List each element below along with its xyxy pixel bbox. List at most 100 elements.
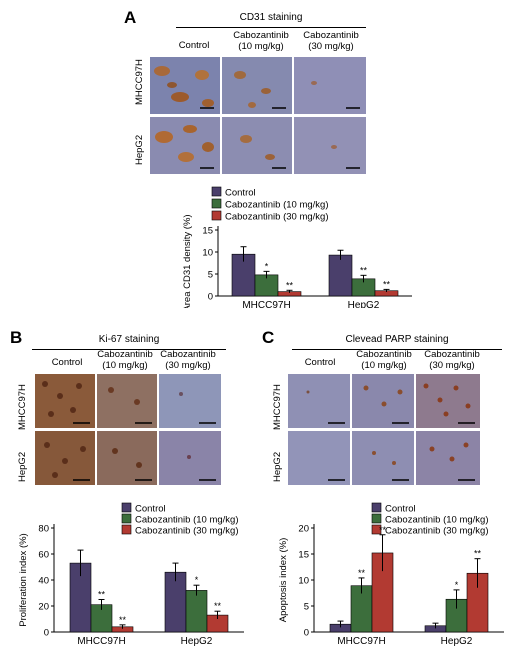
legend-label-b-0: Control (135, 504, 166, 515)
panel-c-staining-title: Clevead PARP staining (345, 334, 449, 345)
panel-a-title-rule (176, 27, 366, 28)
legend-swatch-b-2 (121, 524, 132, 535)
legend-label-c-0: Control (385, 504, 416, 515)
micrograph-c-hepg2-control (288, 431, 350, 485)
micrograph-b-hepg2-cabo10 (97, 431, 157, 485)
sig-mark-b-0-1: ** (98, 590, 106, 600)
x-tick-label-c-0: MHCC97H (337, 636, 385, 647)
legend-label-b-2: Cabozantinib (30 mg/kg) (135, 526, 239, 537)
sig-mark-c-0-2: ** (379, 525, 387, 535)
panel-c-row-label-mhcc97h: MHCC97H (272, 384, 283, 430)
micrograph-c-mhcc97h-control (288, 374, 350, 428)
legend-label-a-2: Cabozantinib (30 mg/kg) (225, 212, 329, 223)
panel-c-col-label-control: Control (304, 357, 336, 368)
micrograph-b-hepg2-control (35, 431, 95, 485)
panel-c-title-rule (292, 349, 502, 350)
y-tick-label-b-2: 40 (38, 576, 49, 587)
micrograph-a-mhcc97h-cabo30 (294, 57, 366, 114)
y-tick-label-a-3: 15 (202, 226, 213, 237)
legend-swatch-c-1 (371, 513, 382, 524)
micrograph-b-mhcc97h-cabo10 (97, 374, 157, 428)
micrograph-c-hepg2-cabo30 (416, 431, 480, 485)
x-tick-label-a-1: HepG2 (348, 300, 380, 308)
x-tick-label-b-1: HepG2 (181, 636, 213, 647)
micrograph-c-hepg2-cabo10 (352, 431, 414, 485)
panel-c-col-label-cabo30: Cabozantinib (30 mg/kg) (424, 349, 480, 371)
panel-a-row-label-hepg2: HepG2 (134, 134, 145, 165)
panel-b-row-label-hepg2: HepG2 (17, 451, 28, 482)
y-tick-label-c-4: 20 (298, 524, 309, 535)
panel-c-row-label-hepg2: HepG2 (272, 451, 283, 482)
legend-label-a-1: Cabozantinib (10 mg/kg) (225, 200, 329, 211)
legend-label-c-1: Cabozantinib (10 mg/kg) (385, 515, 489, 526)
sig-mark-a-1-2: ** (383, 279, 391, 289)
micrograph-c-mhcc97h-cabo10 (352, 374, 414, 428)
micrograph-a-mhcc97h-cabo10 (222, 57, 292, 114)
y-tick-label-c-3: 15 (298, 550, 309, 561)
y-tick-label-b-0: 0 (44, 628, 49, 639)
y-axis-label-a: Area CD31 density (%) (182, 214, 193, 308)
micrograph-a-hepg2-control (150, 117, 220, 174)
y-tick-label-c-2: 10 (298, 576, 309, 587)
y-tick-label-a-0: 0 (208, 292, 213, 303)
sig-mark-b-1-2: ** (214, 601, 222, 611)
legend-label-a-0: Control (225, 188, 256, 199)
legend-swatch-a-2 (211, 210, 222, 221)
sig-mark-c-1-1: * (455, 580, 459, 590)
legend-label-c-2: Cabozantinib (30 mg/kg) (385, 526, 489, 537)
y-tick-label-b-1: 20 (38, 602, 49, 613)
micrograph-b-mhcc97h-control (35, 374, 95, 428)
panel-a-staining-title: CD31 staining (239, 12, 303, 23)
legend-swatch-b-1 (121, 513, 132, 524)
y-tick-label-c-0: 0 (304, 628, 309, 639)
micrograph-b-hepg2-cabo30 (159, 431, 221, 485)
panel-c-letter: C (262, 328, 275, 347)
panel-a-col-label-cabo30: Cabozantinib (30 mg/kg) (303, 30, 359, 52)
panel-b-title-rule (32, 349, 226, 350)
y-tick-label-b-4: 80 (38, 524, 49, 535)
sig-mark-b-0-2: ** (119, 615, 127, 625)
legend-swatch-c-0 (371, 502, 382, 513)
sig-mark-a-0-2: ** (286, 280, 294, 290)
panel-b-letter: B (10, 328, 23, 347)
y-axis-label-c: Apoptosis index (%) (278, 538, 289, 622)
legend-swatch-a-1 (211, 198, 222, 209)
micrograph-a-mhcc97h-control (150, 57, 220, 114)
x-tick-label-b-0: MHCC97H (77, 636, 125, 647)
bar-a-1-0 (328, 254, 353, 297)
micrograph-b-mhcc97h-cabo30 (159, 374, 221, 428)
sig-mark-a-1-1: ** (360, 265, 368, 275)
panel-b-col-label-cabo10: Cabozantinib (10 mg/kg) (97, 349, 153, 371)
legend-swatch-c-2 (371, 524, 382, 535)
sig-mark-c-0-1: ** (358, 568, 366, 578)
x-tick-label-c-1: HepG2 (441, 636, 473, 647)
sig-mark-c-1-2: ** (474, 549, 482, 559)
legend-swatch-b-0 (121, 502, 132, 513)
y-tick-label-a-1: 5 (208, 270, 213, 281)
panel-a-col-label-cabo10: Cabozantinib (10 mg/kg) (233, 30, 289, 52)
legend-label-b-1: Cabozantinib (10 mg/kg) (135, 515, 239, 526)
y-axis-label-b: Proliferation index (%) (18, 533, 29, 626)
panel-a-letter: A (124, 8, 137, 27)
micrograph-c-mhcc97h-cabo30 (416, 374, 480, 428)
panel-b-row-label-mhcc97h: MHCC97H (17, 384, 28, 430)
bar-b-1-1 (185, 590, 208, 633)
x-tick-label-a-0: MHCC97H (242, 300, 290, 308)
panel-c-col-label-cabo10: Cabozantinib (10 mg/kg) (356, 349, 412, 371)
legend-swatch-a-0 (211, 186, 222, 197)
y-tick-label-b-3: 60 (38, 550, 49, 561)
sig-mark-a-0-1: * (265, 261, 269, 271)
y-tick-label-c-1: 5 (304, 602, 309, 613)
panel-b-col-label-control: Control (51, 357, 83, 368)
panel-b-staining-title: Ki-67 staining (98, 334, 160, 345)
panel-b-col-label-cabo30: Cabozantinib (30 mg/kg) (160, 349, 216, 371)
panel-a-col-label-control: Control (178, 40, 210, 51)
y-tick-label-a-2: 10 (202, 248, 213, 259)
sig-mark-b-1-1: * (195, 575, 199, 585)
panel-a-row-label-mhcc97h: MHCC97H (134, 59, 145, 105)
micrograph-a-hepg2-cabo10 (222, 117, 292, 174)
micrograph-a-hepg2-cabo30 (294, 117, 366, 174)
